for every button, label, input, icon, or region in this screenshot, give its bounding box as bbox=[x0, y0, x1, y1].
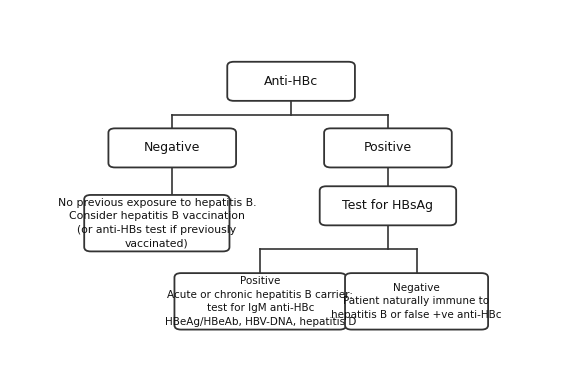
Text: Positive: Positive bbox=[364, 141, 412, 155]
FancyBboxPatch shape bbox=[227, 62, 355, 101]
Text: No previous exposure to hepatitis B.
Consider hepatitis B vaccination
(or anti-H: No previous exposure to hepatitis B. Con… bbox=[57, 198, 256, 249]
FancyBboxPatch shape bbox=[345, 273, 488, 330]
FancyBboxPatch shape bbox=[324, 128, 452, 167]
Text: Anti-HBc: Anti-HBc bbox=[264, 75, 318, 88]
Text: Positive
Acute or chronic hepatitis B carrier:
test for IgM anti-HBc
HBeAg/HBeAb: Positive Acute or chronic hepatitis B ca… bbox=[165, 276, 356, 327]
FancyBboxPatch shape bbox=[84, 195, 229, 252]
FancyBboxPatch shape bbox=[320, 186, 456, 225]
FancyBboxPatch shape bbox=[174, 273, 346, 330]
FancyBboxPatch shape bbox=[108, 128, 236, 167]
Text: Test for HBsAg: Test for HBsAg bbox=[343, 199, 433, 212]
Text: Negative
Patient naturally immune to
hepatitis B or false +ve anti-HBc: Negative Patient naturally immune to hep… bbox=[331, 283, 502, 320]
Text: Negative: Negative bbox=[144, 141, 201, 155]
